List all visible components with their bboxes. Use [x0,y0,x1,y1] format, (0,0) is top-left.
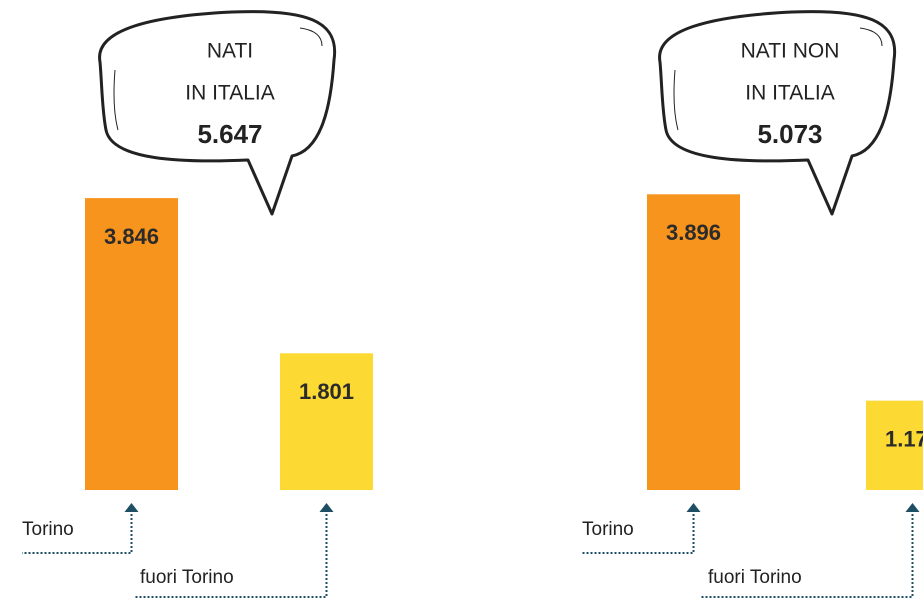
bar [647,194,740,491]
category-label: Torino [22,519,74,540]
bar [280,353,373,490]
bar-chart: NATI NON IN ITALIA 5.073 3.896 Torino 1.177 fu… [582,10,923,598]
pointer-line [700,514,914,598]
value-label: 1.801 [299,379,354,404]
pointer-line [582,514,695,554]
arrow-head [319,503,334,512]
value-label: 1.177 [885,426,923,451]
bubble-title: NATI [207,40,253,63]
speech-bubble [658,10,897,216]
category-label: fuori Torino [140,567,234,588]
value-label: 3.896 [666,220,721,245]
arrow-head [905,503,920,512]
category-label: Torino [582,519,634,540]
pointer-line [22,514,133,554]
bubble-scribble [673,27,883,131]
speech-bubble [98,10,337,216]
bar [866,400,923,490]
bar-chart: NATI IN ITALIA 5.647 3.846 Torino 1.801 fuori … [22,10,373,598]
bubble-total: 5.647 [197,119,262,149]
bubble-title: IN ITALIA [185,82,274,105]
bubble-title: IN ITALIA [745,82,834,105]
arrow-head [686,503,701,512]
value-label: 3.846 [104,224,159,249]
category-label: fuori Torino [708,567,802,588]
arrow-head [124,503,139,512]
bubble-total: 5.073 [757,119,822,149]
bar [85,198,178,490]
bubble-scribble [113,27,323,131]
bubble-title: NATI NON [741,40,840,63]
